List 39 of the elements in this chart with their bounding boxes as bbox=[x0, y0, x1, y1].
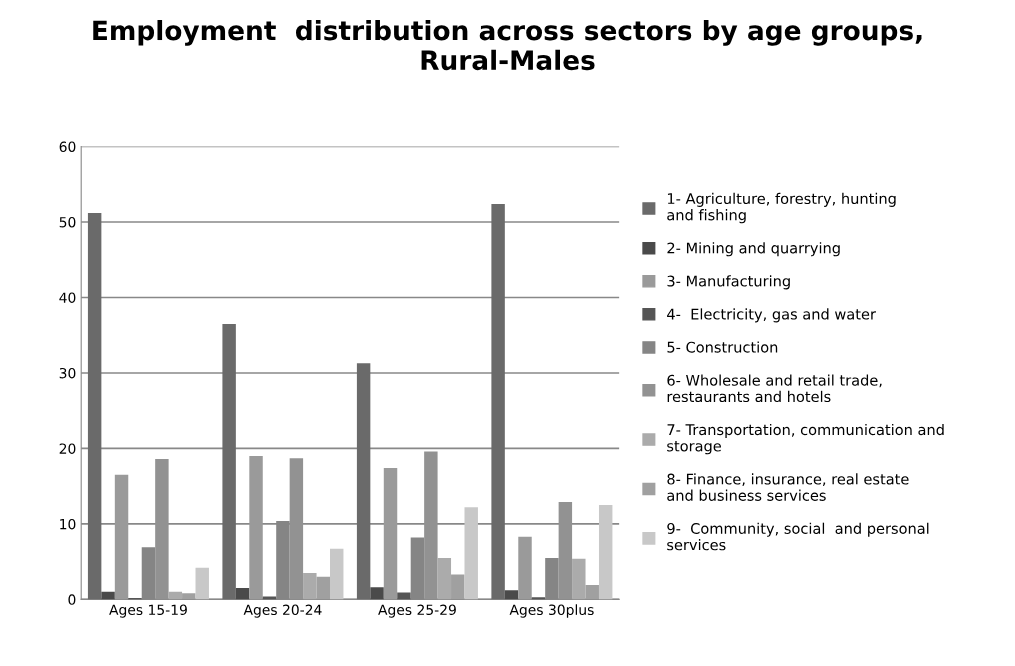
legend-label: 1- Agriculture, forestry, hunting and fishing bbox=[667, 192, 896, 224]
x-tick-label: Ages 30plus bbox=[509, 604, 594, 618]
bar bbox=[356, 363, 371, 600]
bar bbox=[330, 548, 344, 600]
legend-label: 2- Mining and quarrying bbox=[667, 242, 840, 257]
chart-title: Employment distribution across sectors by age groups, Rural-Males bbox=[93, 19, 922, 71]
bar bbox=[235, 588, 250, 600]
y-tick-label: 60 bbox=[59, 141, 76, 152]
bar bbox=[262, 596, 277, 600]
y-tick-label: 0 bbox=[68, 594, 76, 605]
bar bbox=[598, 505, 613, 600]
bar bbox=[249, 455, 263, 600]
legend-label: 5- Construction bbox=[667, 341, 778, 353]
bar bbox=[195, 567, 209, 600]
bar bbox=[464, 507, 478, 600]
y-tick-label: 20 bbox=[59, 443, 76, 454]
legend-label: 4- Electricity, gas and water bbox=[667, 308, 876, 323]
x-tick-label: Ages 15-19 bbox=[109, 604, 187, 618]
bar bbox=[114, 474, 129, 600]
x-tick-label: Ages 25-29 bbox=[378, 604, 456, 618]
legend-label: 3- Manufacturing bbox=[667, 275, 790, 290]
bar bbox=[87, 212, 102, 600]
legend-label: 6- Wholesale and retail trade, restaurants and hotels bbox=[667, 374, 882, 403]
legend-label: 7- Transportation, communication and storage bbox=[667, 423, 944, 455]
y-tick-label: 10 bbox=[60, 518, 76, 530]
bar bbox=[491, 203, 505, 600]
x-tick-label: Ages 20-24 bbox=[243, 604, 322, 618]
bar bbox=[518, 536, 532, 600]
legend-label: 8- Finance, insurance, real estate and business services bbox=[667, 473, 909, 501]
y-tick-label: 40 bbox=[59, 292, 76, 303]
legend-label: 9- Community, social and personal services bbox=[667, 522, 929, 551]
bar bbox=[222, 323, 236, 600]
bar bbox=[101, 591, 115, 600]
y-tick-label: 50 bbox=[59, 216, 76, 228]
bar bbox=[504, 590, 519, 600]
bar bbox=[370, 587, 384, 600]
bar bbox=[397, 592, 411, 600]
y-tick-label: 30 bbox=[59, 367, 76, 379]
bar bbox=[383, 468, 398, 600]
